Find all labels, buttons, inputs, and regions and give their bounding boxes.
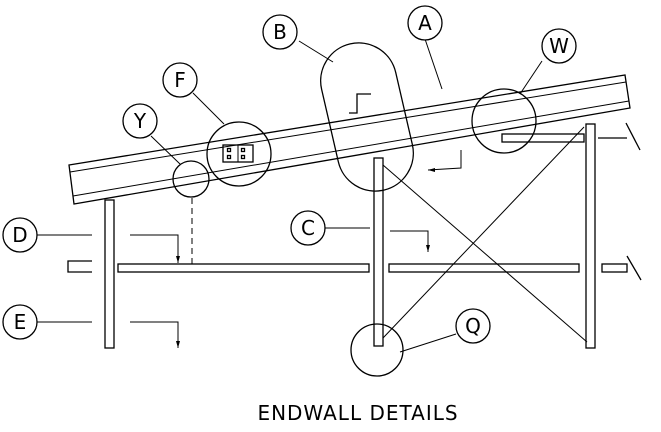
callout-e[interactable]: E xyxy=(2,304,38,340)
girts xyxy=(67,122,642,281)
callout-a-label: A xyxy=(418,11,432,35)
callout-q[interactable]: Q xyxy=(455,308,491,344)
callout-c[interactable]: C xyxy=(290,210,326,246)
x-bracing xyxy=(382,126,588,343)
callout-y[interactable]: Y xyxy=(122,103,158,139)
callout-q-label: Q xyxy=(465,314,481,338)
callout-y-label: Y xyxy=(133,109,147,133)
endwall-columns xyxy=(104,123,596,349)
detail-f-circle[interactable] xyxy=(206,121,272,187)
callout-d[interactable]: D xyxy=(2,217,38,253)
callout-e-label: E xyxy=(14,310,27,334)
drawing-title: ENDWALL DETAILS xyxy=(257,401,458,425)
callout-a[interactable]: A xyxy=(407,5,443,41)
detail-q-circle[interactable] xyxy=(350,323,404,377)
callout-b[interactable]: B xyxy=(262,14,298,50)
detail-b-circle[interactable] xyxy=(313,35,421,198)
section-arrows xyxy=(130,150,462,348)
connection-plate xyxy=(222,144,254,163)
callout-leaders xyxy=(36,38,543,353)
callout-d-label: D xyxy=(12,223,27,247)
callout-w-label: W xyxy=(549,34,569,58)
callout-f-label: F xyxy=(174,68,186,92)
detail-w-circle[interactable] xyxy=(471,88,537,154)
callout-f[interactable]: F xyxy=(162,62,198,98)
callout-b-label: B xyxy=(273,20,287,44)
sloped-rafter xyxy=(68,74,631,205)
detail-y-circle[interactable] xyxy=(172,160,210,198)
callout-w[interactable]: W xyxy=(541,28,577,64)
callout-c-label: C xyxy=(301,216,315,240)
